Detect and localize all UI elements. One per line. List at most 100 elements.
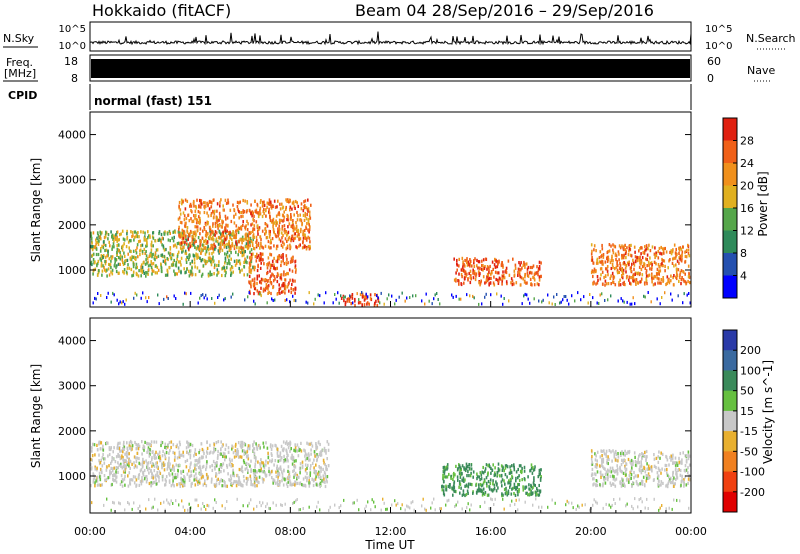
scatter-cell [297,481,299,485]
scatter-cell [182,450,184,454]
scatter-cell [253,246,255,250]
scatter-cell [445,475,447,479]
scatter-cell [670,458,672,462]
scatter-cell [510,492,513,496]
scatter-cell [146,468,149,472]
scatter-cell [259,206,262,210]
scatter-cell [499,474,501,478]
scatter-cell [485,476,488,480]
scatter-cell [476,474,479,479]
scatter-cell [510,281,512,285]
scatter-cell [509,483,512,487]
scatter-cell [150,243,152,247]
scatter-cell [241,254,244,258]
scatter-cell [302,477,305,481]
scatter-cell [106,268,108,272]
scatter-cell [608,503,610,507]
scatter-cell [263,203,266,207]
scatter-cell [111,247,113,251]
scatter-cell [238,455,240,459]
scatter-cell [156,461,158,465]
scatter-cell [232,473,234,477]
scatter-cell [169,462,171,466]
scatter-cell [250,482,252,487]
scatter-cell [672,471,674,475]
scatter-cell [290,287,292,291]
scatter-cell [395,503,397,507]
scatter-cell [472,276,475,280]
scatter-cell [213,450,215,454]
scatter-cell [226,236,228,240]
power-colorbar-label: Power [dB] [756,171,770,236]
scatter-cell [259,464,262,468]
scatter-cell [523,280,526,284]
scatter-cell [169,247,172,251]
scatter-cell [297,454,300,458]
scatter-cell [252,227,254,231]
scatter-cell [465,483,468,487]
scatter-cell [211,257,214,261]
scatter-cell [367,295,369,299]
scatter-cell [199,243,201,247]
scatter-cell [513,282,515,286]
scatter-cell [469,275,472,279]
scatter-cell [152,476,155,480]
scatter-cell [298,233,300,237]
scatter-cell [514,493,517,497]
scatter-cell [442,476,444,480]
scatter-cell [129,249,131,253]
scatter-cell [186,199,189,203]
scatter-cell [250,268,253,272]
scatter-cell [153,440,155,444]
scatter-cell [650,267,653,271]
scatter-cell [227,446,230,450]
scatter-cell [110,230,112,234]
ytick-label: 1000 [58,470,86,483]
scatter-cell [122,443,125,447]
scatter-cell [391,294,393,298]
scatter-cell [193,261,196,265]
scatter-cell [264,473,267,477]
scatter-cell [662,481,664,485]
scatter-cell [635,278,638,282]
scatter-cell [319,466,321,470]
scatter-cell [141,243,144,247]
scatter-cell [158,456,160,460]
scatter-cell [669,250,671,254]
scatter-cell [302,213,305,217]
scatter-cell [150,260,152,264]
scatter-cell [145,244,147,248]
scatter-cell [129,466,131,470]
scatter-cell [216,209,218,213]
scatter-cell [657,263,660,267]
scatter-cell [311,444,314,448]
scatter-cell [665,455,668,459]
scatter-cell [176,473,179,477]
scatter-cell [158,450,161,454]
scatter-cell [509,503,511,507]
scatter-cell [611,466,614,470]
scatter-cell [102,240,105,244]
scatter-cell [304,452,307,456]
scatter-cell [239,200,241,204]
power-data-layer [90,198,691,308]
scatter-cell [362,294,365,298]
scatter-cell [213,232,215,236]
scatter-cell [308,210,311,214]
scatter-cell [670,481,672,485]
scatter-cell [217,235,220,240]
scatter-cell [323,301,325,305]
scatter-cell [151,450,154,454]
scatter-cell [644,295,646,299]
scatter-cell [242,220,244,224]
scatter-cell [208,259,210,263]
scatter-cell [469,280,472,285]
scatter-cell [308,291,310,295]
scatter-cell [145,480,148,484]
scatter-cell [673,243,676,247]
scatter-cell [94,465,96,469]
scatter-cell [657,474,659,478]
scatter-cell [511,499,513,503]
scatter-cell [141,460,144,464]
scatter-cell [262,441,265,445]
